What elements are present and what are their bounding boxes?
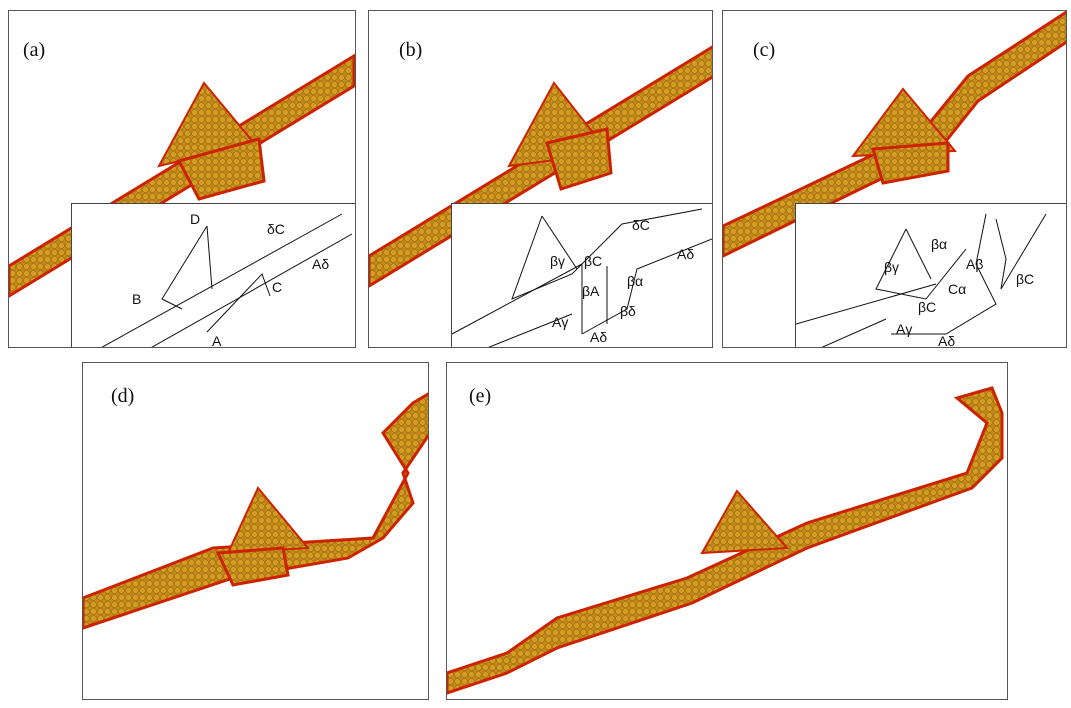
panel-b: (b) δC Aδ βγ βC βα βA βδ Aγ Aδ: [368, 10, 713, 348]
label-D: D: [190, 211, 200, 227]
panel-label: (e): [469, 385, 492, 407]
panel-label: (b): [399, 39, 423, 61]
label-C: C: [272, 279, 282, 295]
panel-a: (a) D B C A δC Aδ: [8, 10, 356, 348]
label-beta-alpha: βα: [931, 236, 947, 252]
atomistic-render-d: [83, 392, 428, 630]
label-B: B: [132, 291, 141, 307]
label-beta-delta: βδ: [620, 303, 636, 319]
label-Calpha: Cα: [948, 281, 966, 297]
schematic-inset-b: δC Aδ βγ βC βα βA βδ Aγ Aδ: [451, 203, 712, 347]
label-A: A: [212, 333, 222, 348]
label-Agamma: Aγ: [896, 321, 912, 337]
panel-d: (d): [82, 362, 429, 700]
panel-label: (c): [753, 39, 776, 61]
label-betaA: βA: [582, 283, 600, 299]
label-deltaC: δC: [632, 217, 650, 233]
label-betaC-2: βC: [918, 299, 936, 315]
schematic-inset-a: D B C A δC Aδ: [71, 203, 355, 348]
label-betaC: βC: [584, 253, 602, 269]
atomistic-render-e: [447, 386, 1004, 695]
label-betaC: βC: [1016, 271, 1034, 287]
label-deltaC: δC: [267, 221, 285, 237]
label-beta-gamma: βγ: [884, 259, 899, 275]
atomistic-render-c: [723, 11, 1066, 258]
label-Adelta: Aδ: [677, 246, 694, 262]
label-beta-alpha: βα: [627, 273, 643, 289]
panel-label: (d): [111, 385, 135, 407]
panel-c: (c) βα Aβ βγ Cα βC βC Aγ Aδ: [722, 10, 1067, 348]
label-Abeta: Aβ: [966, 256, 983, 272]
label-beta-gamma: βγ: [550, 253, 565, 269]
panel-e: (e): [446, 362, 1008, 700]
label-Agamma: Aγ: [552, 314, 568, 330]
schematic-inset-c: βα Aβ βγ Cα βC βC Aγ Aδ: [795, 203, 1066, 348]
panel-label: (a): [23, 39, 46, 61]
label-Adelta: Aδ: [938, 333, 955, 348]
label-Adelta: Aδ: [312, 256, 329, 272]
label-Adelta-2: Aδ: [590, 329, 607, 345]
